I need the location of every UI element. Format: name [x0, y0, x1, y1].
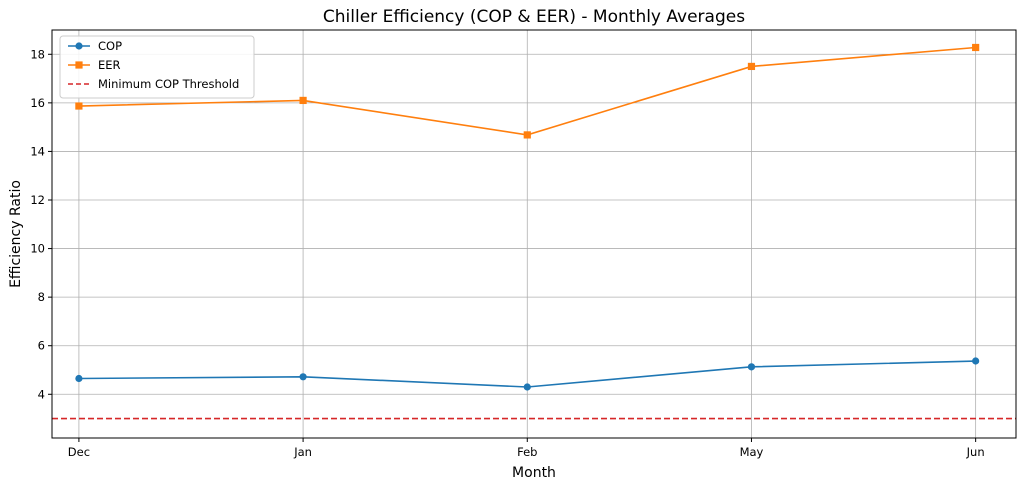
legend: COP EER Minimum COP Threshold: [59, 35, 255, 99]
eer-point: [747, 62, 756, 71]
legend-label: EER: [98, 58, 121, 72]
x-tick-label: May: [740, 445, 764, 459]
cop-point: [299, 373, 307, 381]
cop-point: [972, 357, 980, 365]
cop-point: [747, 363, 756, 371]
eer-point: [75, 102, 83, 110]
x-axis-label: Month: [512, 465, 556, 481]
y-tick-label: 10: [30, 242, 45, 256]
eer-point: [299, 96, 307, 105]
eer-point: [523, 131, 531, 139]
cop-point: [75, 374, 83, 383]
x-tick-label: Jan: [293, 445, 312, 459]
chart-title: Chiller Efficiency (COP & EER) - Monthly…: [323, 7, 745, 27]
plot-frame: [51, 29, 1017, 439]
y-tick-label: 12: [30, 193, 45, 207]
y-tick-label: 8: [38, 290, 45, 304]
series-layer: [75, 43, 980, 391]
x-tick-label: Dec: [68, 445, 90, 459]
legend-label: COP: [98, 39, 122, 53]
legend-label: Minimum COP Threshold: [98, 77, 239, 91]
grid: [52, 30, 1016, 438]
y-tick-label: 4: [38, 387, 45, 401]
y-tick-label: 6: [38, 339, 45, 353]
x-tick-label: Feb: [517, 445, 537, 459]
legend-box: [59, 35, 255, 99]
y-tick-label: 18: [30, 47, 45, 61]
ticks: 4 6 8 10 12 14 16 18 Dec Jan Feb May Jun: [30, 47, 984, 459]
y-tick-label: 16: [30, 96, 45, 110]
legend-marker: [75, 42, 83, 50]
cop-point: [523, 383, 531, 391]
y-tick-label: 14: [30, 144, 45, 158]
y-axis-label: Efficiency Ratio: [8, 180, 24, 288]
x-tick-label: Jun: [966, 445, 985, 459]
legend-marker: [75, 61, 83, 69]
eer-point: [972, 43, 980, 52]
